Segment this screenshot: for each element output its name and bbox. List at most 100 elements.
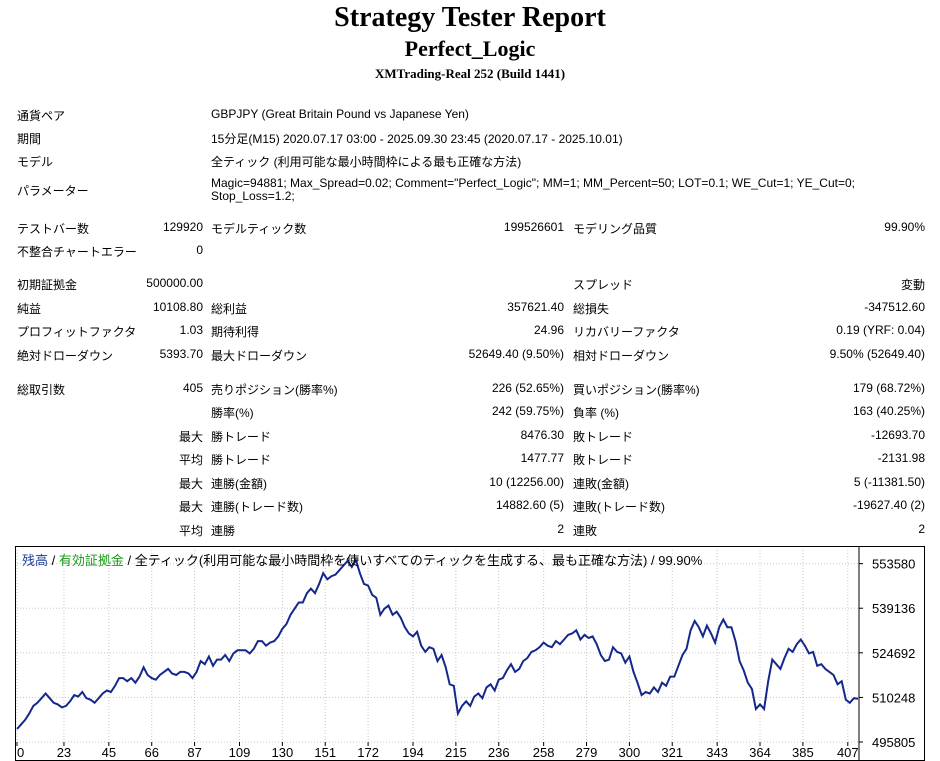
long-value: 179 (68.72%) (852, 381, 925, 395)
ticks-value: 199526601 (503, 220, 564, 234)
period-label: 期間 (17, 132, 42, 146)
avg-losses-label: 連敗 (573, 524, 598, 538)
chart-frame (15, 546, 925, 761)
spread-value: 変動 (900, 278, 925, 292)
balance-line (16, 557, 859, 730)
consec-loss-amt-label: 連敗(金額) (573, 477, 629, 491)
consec-wins-trd-label: 連勝(トレード数) (211, 500, 303, 514)
period-value: 15分足(M15) 2020.07.17 03:00 - 2025.09.30 … (211, 132, 623, 146)
max-loss-value: -12693.70 (870, 428, 925, 442)
pf-value: 1.03 (179, 323, 203, 337)
broker-info: XMTrading-Real 252 (Build 1441) (374, 66, 566, 81)
avg-loss-label: 敗トレード (573, 453, 634, 467)
recovery-value: 0.19 (YRF: 0.04) (836, 323, 925, 337)
avg-wins-value: 2 (557, 522, 564, 536)
x-tick-label: 130 (272, 745, 294, 760)
symbol-value: GBPJPY (Great Britain Pound vs Japanese … (211, 107, 469, 121)
avg-win-value: 1477.77 (520, 451, 564, 465)
params-label: パラメーター (17, 184, 89, 198)
expected-value: 24.96 (533, 323, 564, 337)
deposit-value: 500000.00 (146, 276, 203, 290)
gross-profit-value: 357621.40 (507, 300, 564, 314)
ticks-label: モデルティック数 (211, 222, 307, 236)
lossrate-value: 163 (40.25%) (852, 404, 925, 418)
symbol-label: 通貨ペア (17, 109, 66, 123)
x-tick-label: 407 (837, 745, 859, 760)
rel-dd-label: 相対ドローダウン (573, 349, 670, 363)
avg-losses-value: 2 (918, 522, 925, 536)
recovery-label: リカバリーファクタ (573, 325, 680, 339)
consec-loss-trd-label: 連敗(トレード数) (573, 500, 665, 514)
errors-value: 0 (196, 243, 203, 257)
consec-loss-amt-value: 5 (-11381.50) (853, 475, 925, 489)
max-win-label: 勝トレード (211, 430, 272, 444)
total-trades-value: 405 (182, 381, 203, 395)
quality-label: モデリング品質 (573, 222, 658, 236)
avg-label: 平均 (178, 453, 203, 467)
x-tick-label: 66 (144, 745, 158, 760)
x-tick-label: 321 (661, 745, 683, 760)
abs-dd-value: 5393.70 (159, 347, 203, 361)
x-tick-label: 258 (533, 745, 555, 760)
gross-profit-label: 総利益 (211, 302, 248, 316)
y-tick-label: 524692 (872, 646, 915, 661)
consec-loss-trd-value: -19627.40 (2) (852, 498, 925, 512)
rel-dd-value: 9.50% (52649.40) (829, 347, 925, 361)
short-label: 売りポジション(勝率%) (211, 383, 338, 397)
expected-label: 期待利得 (211, 325, 260, 339)
x-tick-label: 109 (229, 745, 251, 760)
x-axis-ticks: 0 23 45 66 87 109 130 151 172 194 215 236 258 279 300 3… (16, 742, 859, 760)
balance-line-group (16, 557, 859, 730)
y-tick-label: 510248 (872, 690, 915, 705)
chart-grid (16, 546, 860, 761)
gross-loss-value: -347512.60 (864, 300, 925, 314)
abs-dd-label: 絶対ドローダウン (17, 349, 114, 363)
winrate-label: 勝率(%) (211, 406, 254, 420)
avg-win-label: 勝トレード (211, 453, 272, 467)
model-value: 全ティック (利用可能な最小時間枠による最も正確な方法) (211, 155, 522, 169)
y-axis-ticks: 495805 510248 524692 539136 553580 (859, 557, 915, 750)
params-line2: Stop_Loss=1.2; (211, 189, 295, 203)
legend-equity: 有効証拠金 (58, 553, 124, 568)
legend-balance: 残高 (22, 553, 49, 568)
y-tick-label: 495805 (872, 735, 915, 750)
net-value: 10108.80 (152, 300, 203, 314)
winrate-value: 242 (59.75%) (491, 404, 564, 418)
gross-loss-label: 総損失 (573, 302, 610, 316)
x-tick-label: 364 (749, 745, 771, 760)
pf-label: プロフィットファクタ (17, 325, 137, 339)
avg-loss-value: -2131.98 (877, 451, 925, 465)
x-tick-label: 279 (576, 745, 598, 760)
net-label: 純益 (17, 302, 42, 316)
chart-legend: 残高 / 有効証拠金 / 全ティック(利用可能な最小時間枠を使いすべてのティック… (22, 550, 702, 569)
balance-chart: 495805 510248 524692 539136 553580 0 23 45 66 87… (15, 546, 925, 761)
short-value: 226 (52.65%) (491, 381, 564, 395)
x-tick-label: 215 (445, 745, 467, 760)
x-tick-label: 385 (792, 745, 814, 760)
consec-wins-amt-value: 10 (12256.00) (489, 475, 564, 489)
max-win-value: 8476.30 (520, 428, 564, 442)
report-title: Strategy Tester Report (334, 2, 606, 33)
max-label-2: 最大 (178, 477, 203, 491)
deposit-label: 初期証拠金 (17, 278, 78, 292)
x-tick-label: 172 (357, 745, 379, 760)
x-tick-label: 236 (488, 745, 510, 760)
x-tick-label: 87 (187, 745, 201, 760)
bars-label: テストバー数 (17, 222, 90, 236)
total-trades-label: 総取引数 (17, 383, 66, 397)
consec-wins-trd-value: 14882.60 (5) (495, 498, 564, 512)
errors-label: 不整合チャートエラー (17, 245, 137, 259)
model-label: モデル (17, 155, 54, 169)
params-line1: Magic=94881; Max_Spread=0.02; Comment="P… (211, 176, 855, 190)
x-tick-label: 151 (314, 745, 336, 760)
spread-label: スプレッド (573, 278, 634, 292)
max-dd-label: 最大ドローダウン (211, 349, 308, 363)
y-tick-label: 553580 (872, 557, 915, 572)
lossrate-label: 負率 (%) (573, 406, 619, 420)
x-tick-label: 23 (57, 745, 71, 760)
max-label-3: 最大 (178, 500, 203, 514)
report-subtitle: Perfect_Logic (404, 36, 536, 61)
max-loss-label: 敗トレード (573, 430, 634, 444)
quality-value: 99.90% (884, 220, 925, 234)
x-tick-label: 0 (17, 745, 24, 760)
